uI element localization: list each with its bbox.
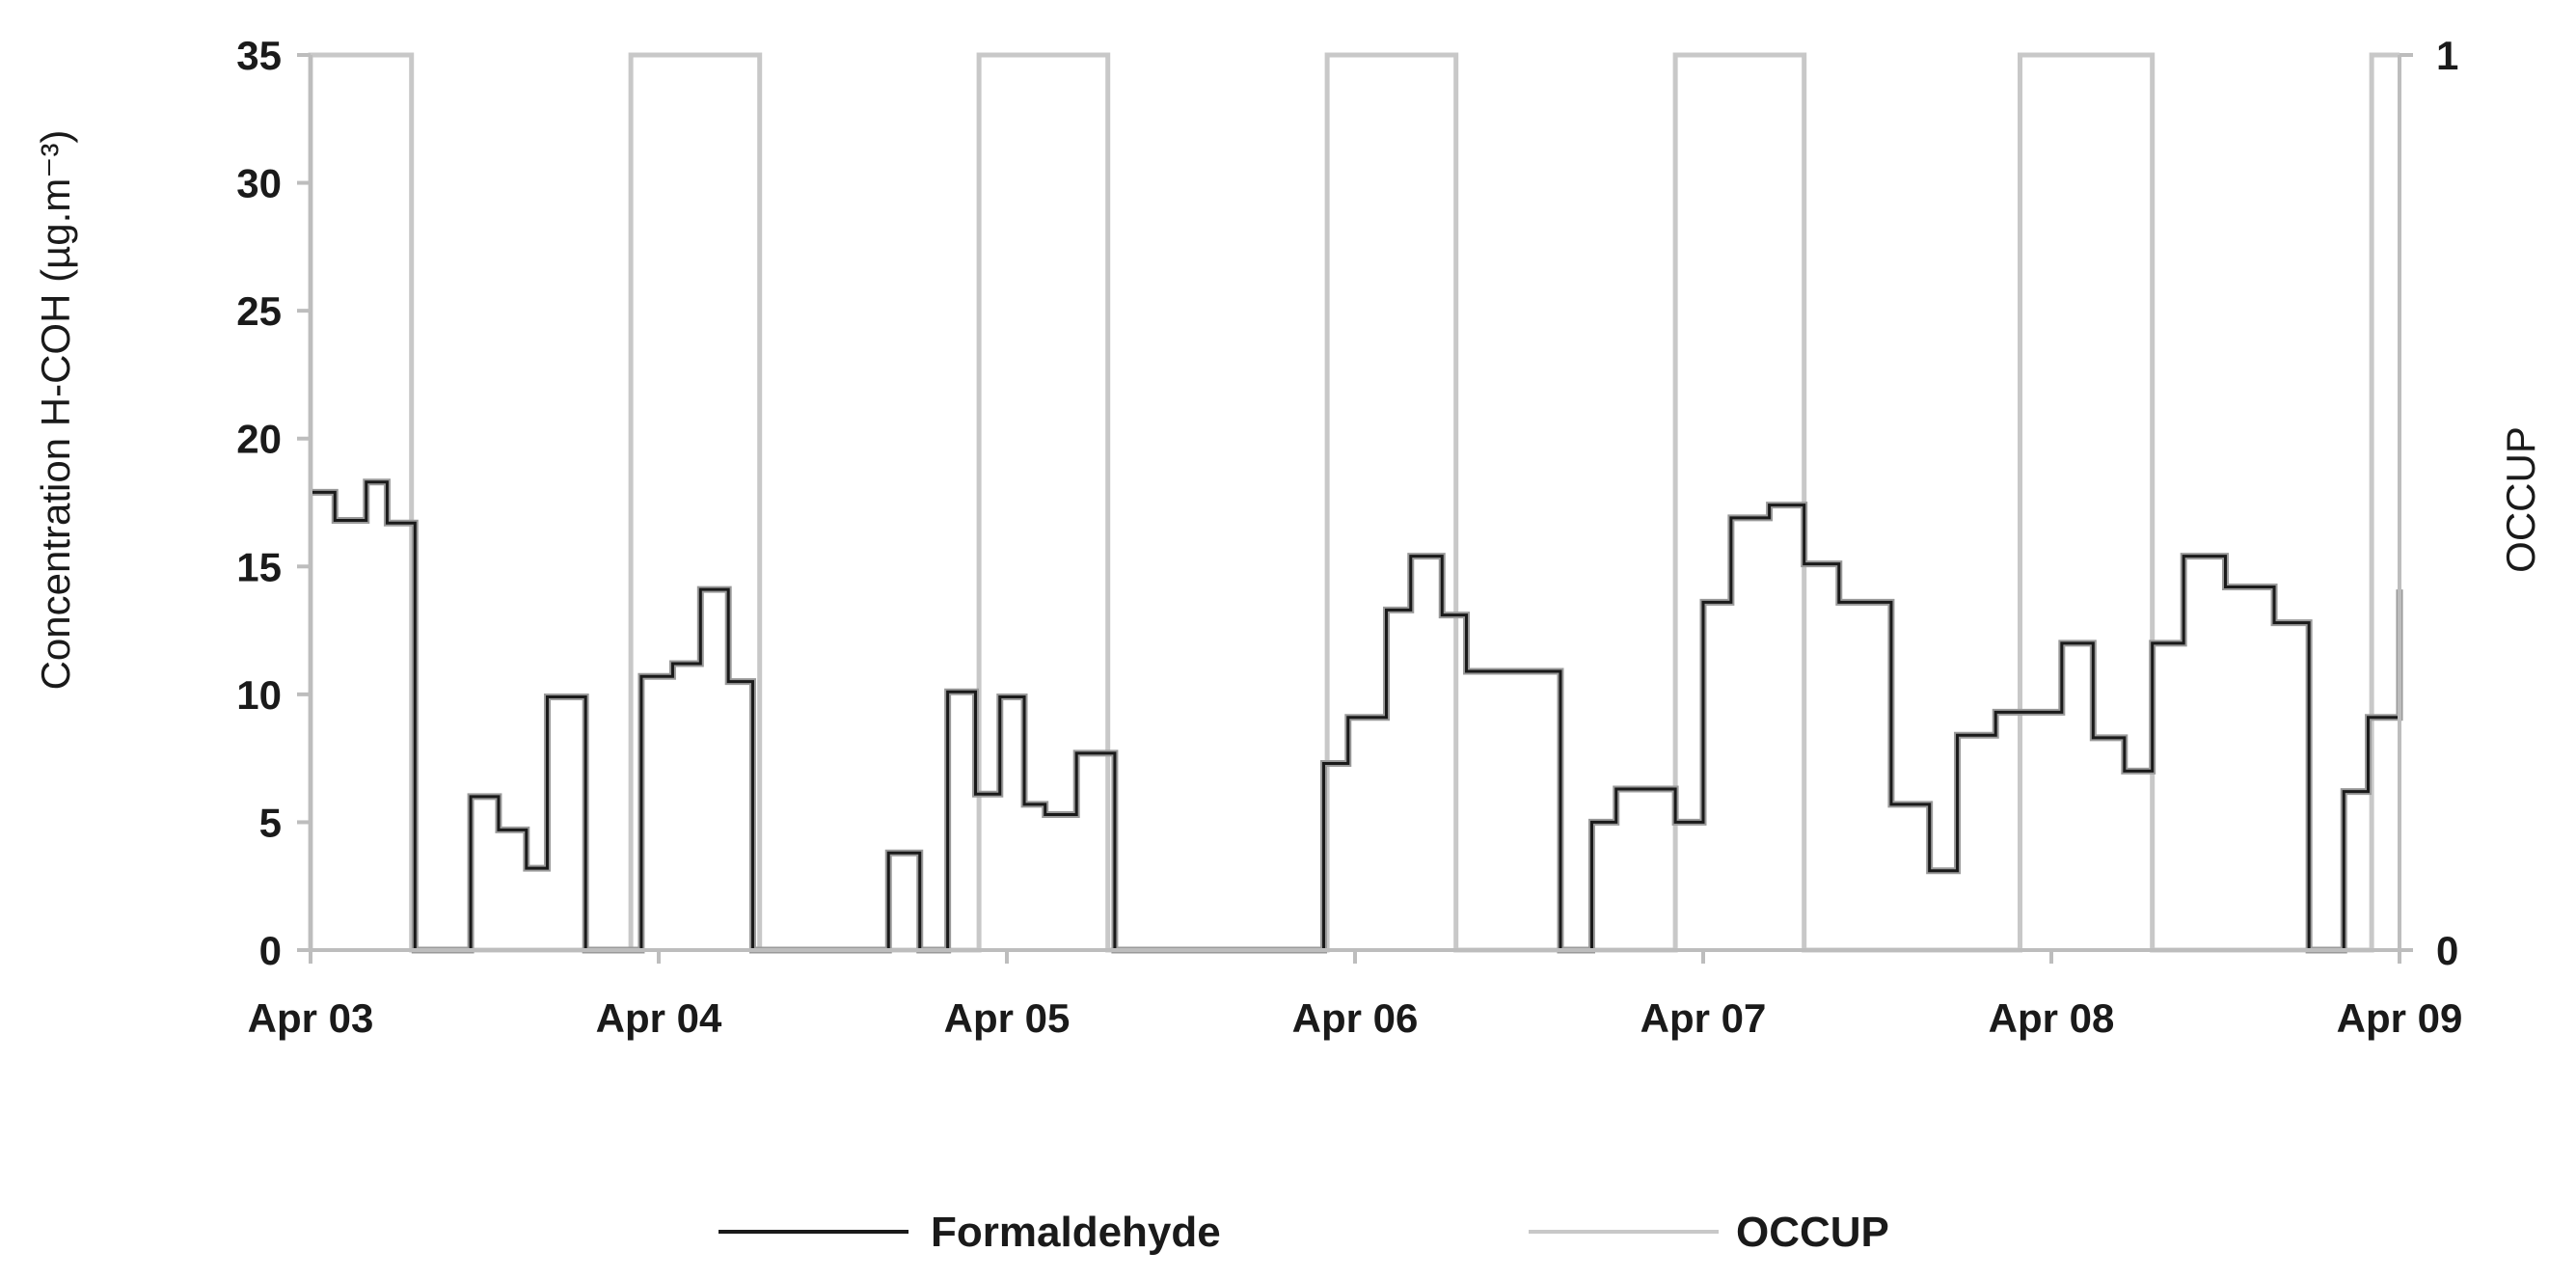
y-tick-label: 10 xyxy=(236,672,282,718)
y-axis-title: Concentration H-COH (µg.m⁻³) xyxy=(33,130,78,691)
y-tick-label: 15 xyxy=(236,544,282,589)
y2-tick-label: 0 xyxy=(2436,928,2458,973)
y-tick-label: 30 xyxy=(236,161,282,206)
x-tick-label: Apr 06 xyxy=(1292,995,1419,1041)
axes xyxy=(297,53,2413,964)
x-tick-label: Apr 05 xyxy=(944,995,1071,1041)
x-tick-label: Apr 03 xyxy=(248,995,374,1041)
legend-label-occup: OCCUP xyxy=(1736,1209,1889,1256)
y-tick-label: 25 xyxy=(236,288,282,334)
y2-axis-title: OCCUP xyxy=(2498,426,2543,573)
formaldehyde-line xyxy=(311,480,2401,952)
occup-line xyxy=(308,52,2400,953)
y-tick-label: 20 xyxy=(236,417,282,462)
formaldehyde-series xyxy=(311,478,2403,954)
y2-tick-label: 1 xyxy=(2436,33,2458,78)
y-tick-label: 0 xyxy=(259,928,282,973)
tick-labels: 0 5 10 15 20 25 30 35 0 1 Apr 03 Apr 04 Apr 05 Apr 06… xyxy=(236,33,2462,1041)
x-tick-label: Apr 07 xyxy=(1641,995,1767,1041)
occup-series xyxy=(308,52,2400,953)
legend: Formaldehyde OCCUP xyxy=(719,1209,1889,1256)
x-tick-label: Apr 04 xyxy=(596,995,722,1041)
legend-label-formaldehyde: Formaldehyde xyxy=(931,1209,1221,1256)
y-tick-label: 35 xyxy=(236,33,282,78)
x-tick-label: Apr 09 xyxy=(2337,995,2463,1041)
y-tick-label: 5 xyxy=(259,800,282,845)
x-tick-label: Apr 08 xyxy=(1989,995,2115,1041)
